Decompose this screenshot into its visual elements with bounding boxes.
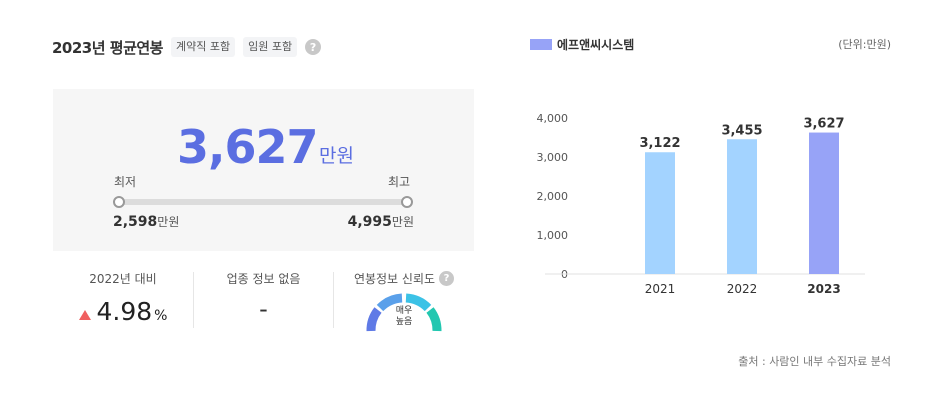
gauge-segment [405,293,432,312]
industry-label: 업종 정보 없음 [226,272,301,286]
page-title: 2023년 평균연봉 [52,38,163,57]
increase-arrow-icon [78,310,91,320]
x-tick-label: 2022 [727,282,758,296]
executive-included-chip: 임원 포함 [243,37,298,57]
bar-value-label: 3,455 [721,123,762,138]
stat-divider [333,272,334,328]
gauge-segment [366,307,382,332]
industry-stat: 업종 정보 없음 - [194,270,333,323]
reliability-value: 매우 높음 [393,306,415,328]
reliability-stat: 연봉정보 신뢰도 ? [334,270,474,287]
chart-legend: 에프앤씨시스템 [530,36,634,53]
bar-value-label: 3,122 [639,136,680,151]
reliability-value-line1: 매우 [395,306,413,316]
gauge-segment [376,293,403,312]
y-tick-label: 1,000 [537,229,569,242]
bar-series: 3,122 3,455 3,627 [639,117,845,274]
reliability-value-line2: 높음 [395,317,413,327]
legend-label: 에프앤씨시스템 [557,38,635,52]
min-salary-label: 최저 [114,175,137,189]
bar-value-label: 3,627 [803,117,844,132]
y-tick-label: 4,000 [537,112,569,125]
min-salary-marker [113,196,125,208]
reliability-label: 연봉정보 신뢰도 [353,272,436,286]
legend-swatch [530,39,552,50]
reliability-help-icon[interactable]: ? [439,271,455,286]
contract-included-chip: 계약직 포함 [170,37,236,57]
salary-range-track [119,199,407,205]
max-salary-marker [401,196,413,208]
bar-2022 [727,139,757,274]
bar-2021 [645,152,675,274]
bar-2023 [809,132,839,274]
y-tick-label: 3,000 [537,151,569,164]
reliability-gauge [366,293,442,332]
help-icon[interactable]: ? [305,39,322,55]
x-tick-label: 2021 [645,282,676,296]
gauge-segment [426,307,442,332]
y-tick-label: 2,000 [537,190,569,203]
average-salary-unit: 만원 [319,145,354,167]
max-salary-label: 최고 [388,175,411,189]
x-axis: 2021 2022 2023 [645,282,841,296]
yoy-growth-stat: 2022년 대비 4.98 % [53,270,193,326]
data-source-note: 출처 : 사람인 내부 수집자료 분석 [738,355,891,368]
yoy-growth-value: 4.98 [96,297,153,326]
yoy-growth-display: 4.98 % [53,297,193,326]
yoy-growth-label: 2022년 대비 [89,272,157,286]
industry-value: - [259,295,268,323]
min-salary-value: 2,598만원 [113,213,179,230]
max-salary-unit: 만원 [391,215,414,229]
average-salary-value: 3,627 [177,120,319,174]
max-salary-number: 4,995 [347,214,392,230]
min-salary-unit: 만원 [157,215,180,229]
salary-title-row: 2023년 평균연봉 계약직 포함 임원 포함 ? [52,36,322,58]
x-tick-label: 2023 [807,282,840,296]
min-salary-number: 2,598 [113,214,158,230]
yoy-growth-unit: % [154,308,168,324]
unit-note: (단위:만원) [838,38,891,51]
stat-divider [193,272,194,328]
average-salary-panel: 3,627 만원 최저 최고 2,598만원 4,995만원 [53,89,474,251]
max-salary-value: 4,995만원 [348,213,414,230]
